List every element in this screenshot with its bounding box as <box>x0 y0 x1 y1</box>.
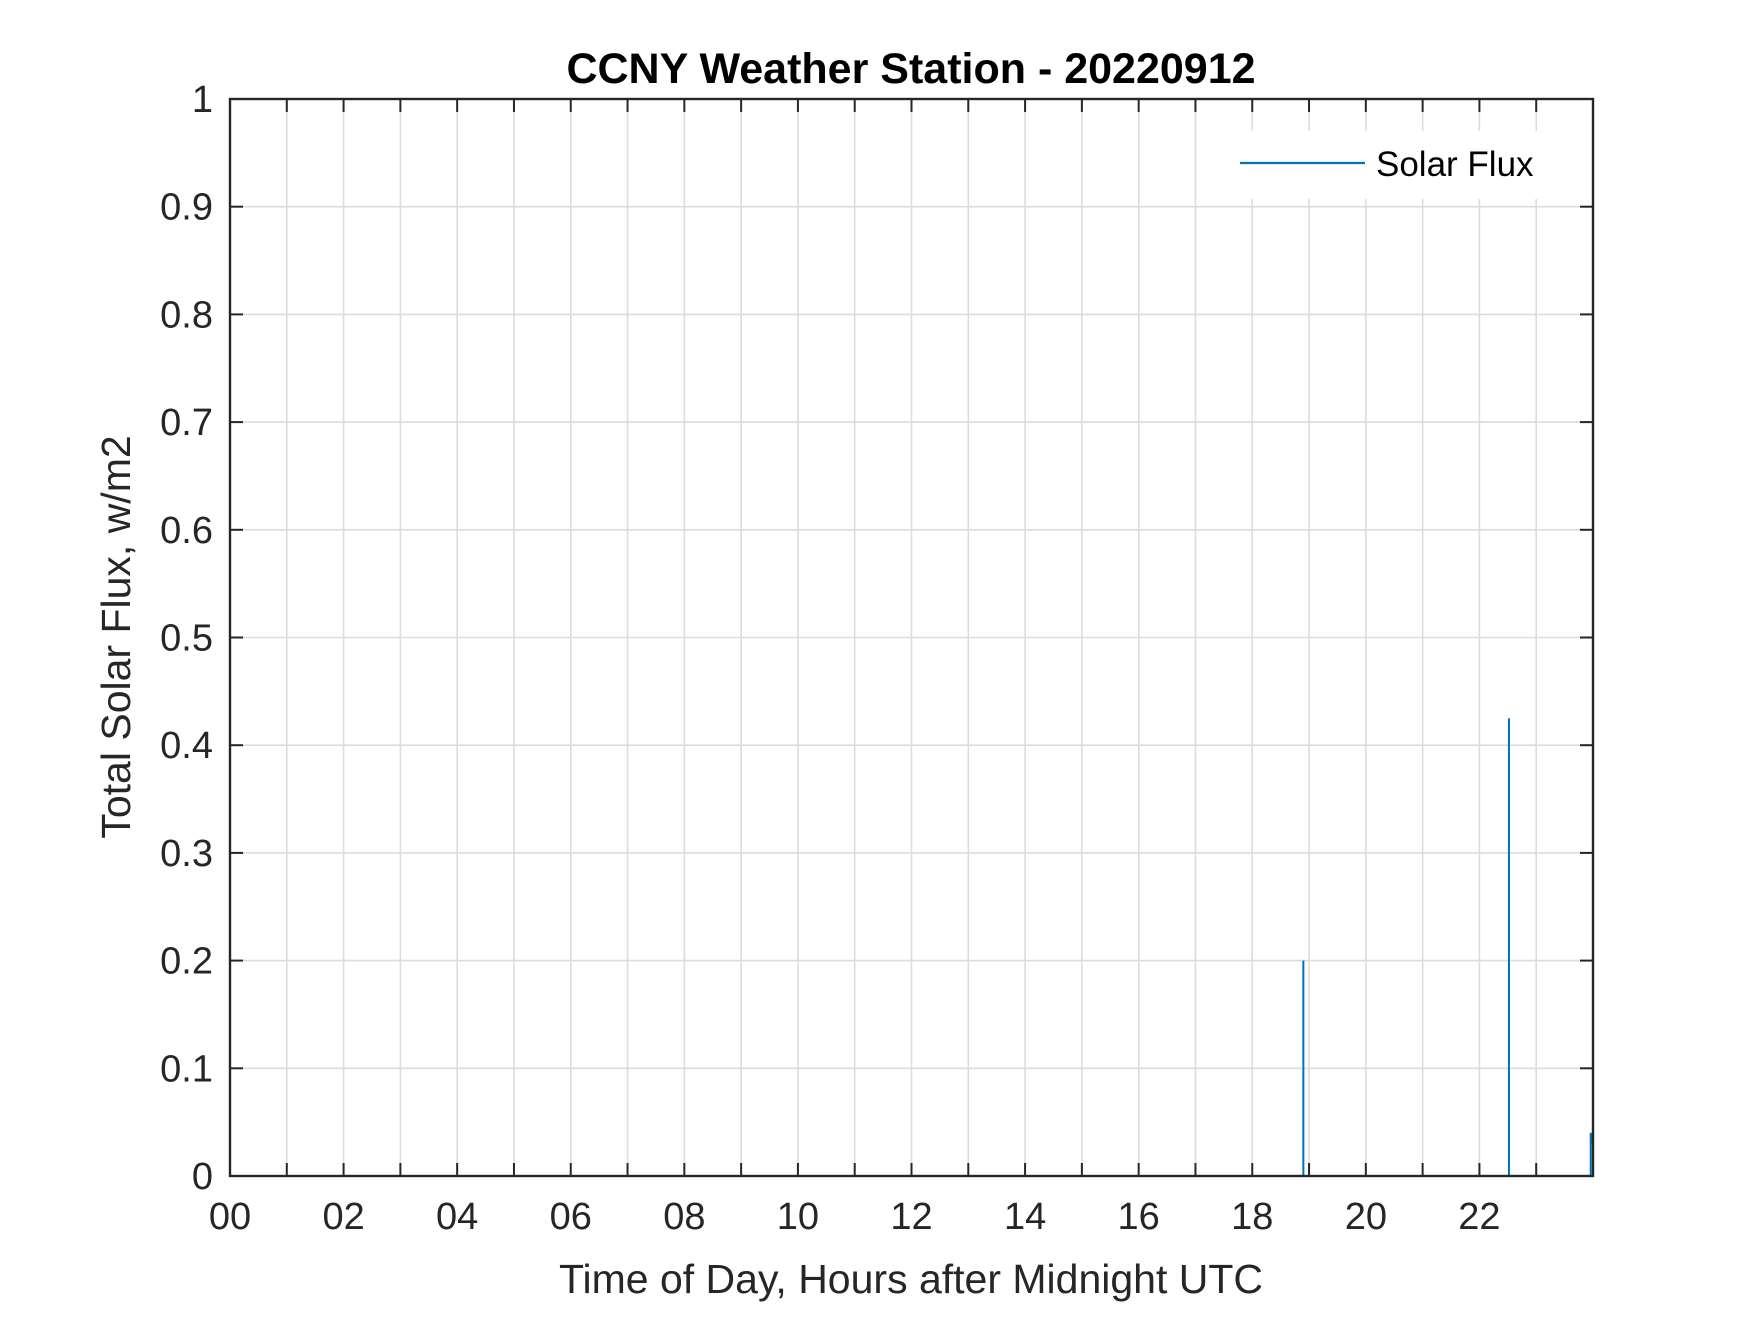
axes <box>228 97 1595 1178</box>
y-tick-label: 0.5 <box>160 618 213 660</box>
y-tick-label: 0.8 <box>160 294 213 336</box>
y-axis-label: Total Solar Flux, w/m2 <box>93 435 139 838</box>
y-tick-label: 0.1 <box>160 1048 213 1090</box>
x-tick-label: 12 <box>890 1196 932 1238</box>
chart-title: CCNY Weather Station - 20220912 <box>566 45 1255 93</box>
x-tick-label: 00 <box>209 1196 251 1238</box>
x-tick-label: 02 <box>322 1196 364 1238</box>
x-tick-label: 16 <box>1118 1196 1160 1238</box>
x-tick-label: 10 <box>777 1196 819 1238</box>
y-tick-label: 0 <box>192 1156 213 1198</box>
data-layer <box>230 718 1593 1177</box>
x-tick-label: 06 <box>550 1196 592 1238</box>
x-tick-label: 14 <box>1004 1196 1046 1238</box>
series-line-solar-flux <box>230 718 1593 1177</box>
y-tick-label: 0.4 <box>160 725 213 767</box>
y-tick-label: 0.3 <box>160 833 213 875</box>
x-tick-label: 08 <box>663 1196 705 1238</box>
legend-label-solar-flux: Solar Flux <box>1376 145 1534 184</box>
grid <box>230 99 1593 1176</box>
y-tick-label: 0.6 <box>160 510 213 552</box>
x-tick-label: 22 <box>1458 1196 1500 1238</box>
legend-box <box>1215 131 1580 199</box>
y-tick-label: 0.2 <box>160 941 213 983</box>
x-tick-label: 18 <box>1231 1196 1273 1238</box>
y-tick-label: 1 <box>192 79 213 121</box>
y-tick-label: 0.9 <box>160 187 213 229</box>
x-axis-label: Time of Day, Hours after Midnight UTC <box>559 1256 1263 1302</box>
y-tick-label: 0.7 <box>160 402 213 444</box>
x-tick-label: 04 <box>436 1196 478 1238</box>
tick-labels: 00 02 04 06 08 10 12 14 16 18 20 22 0 0.1 0.2 0.3 0.4 0.5… <box>160 79 1500 1238</box>
legend: Solar Flux <box>1215 131 1580 199</box>
x-tick-label: 20 <box>1345 1196 1387 1238</box>
